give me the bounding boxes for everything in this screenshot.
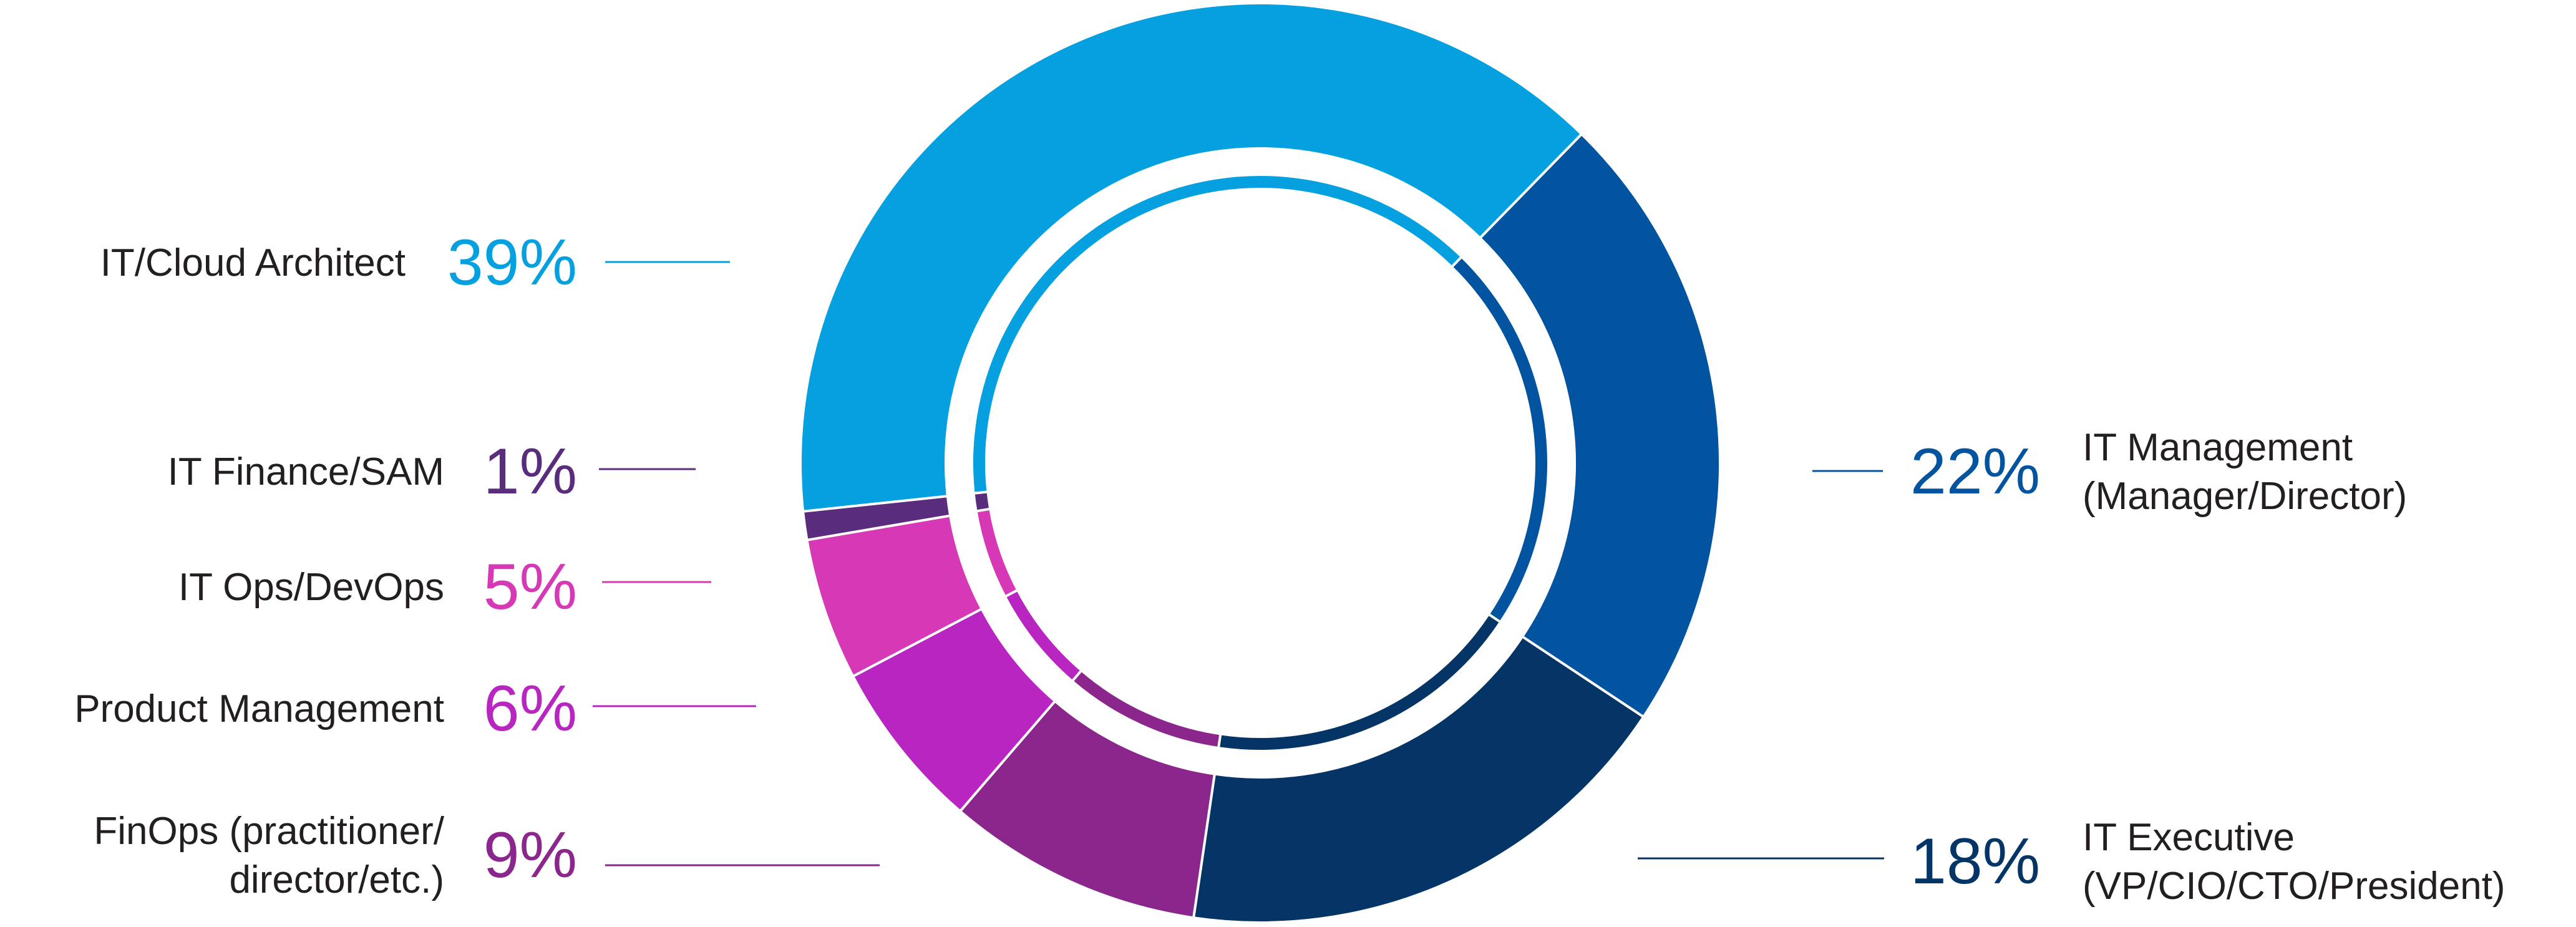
category-label-it-ops-devops: IT Ops/DevOps (178, 566, 444, 609)
category-label-it-executive-vp-cio-cto-president: IT Executive (2083, 816, 2295, 859)
outer-ring (799, 2, 1721, 924)
inner-slice-it-finance-sam (972, 490, 992, 513)
inner-slice-it-management-manager-director (1449, 255, 1550, 624)
percent-label-product-management: 6% (484, 672, 577, 745)
percent-label-it-finance-sam: 1% (484, 435, 577, 508)
category-label-it-cloud-architect: IT/Cloud Architect (100, 241, 406, 284)
percent-label-it-ops-devops: 5% (484, 551, 577, 623)
percent-label-it-executive-vp-cio-cto-president: 18% (1910, 825, 2040, 898)
slice-it-management-manager-director (1478, 132, 1721, 719)
percent-label-it-cloud-architect: 39% (447, 226, 577, 299)
inner-ring (971, 173, 1550, 752)
slice-labels: IT/Cloud Architect 39% IT Management (Manag… (74, 226, 2505, 908)
slice-it-executive-vp-cio-cto-president (1192, 634, 1646, 924)
category-label-finops-practitioner-director-etc: director/etc.) (229, 858, 444, 901)
percent-label-finops-practitioner-director-etc: 9% (484, 819, 577, 891)
slice-it-cloud-architect (799, 2, 1583, 513)
category-label-finops-practitioner-director-etc: FinOps (practitioner/ (94, 810, 444, 853)
inner-slice-it-ops-devops (975, 507, 1019, 599)
category-label-it-executive-vp-cio-cto-president: (VP/CIO/CTO/President) (2083, 865, 2506, 908)
category-label-it-management-manager-director: (Manager/Director) (2083, 475, 2407, 518)
percent-label-it-management-manager-director: 22% (1910, 435, 2040, 508)
inner-slice-it-cloud-architect (971, 173, 1464, 495)
leader-lines (593, 261, 1884, 866)
category-label-product-management: Product Management (74, 687, 444, 730)
category-label-it-finance-sam: IT Finance/SAM (168, 450, 444, 493)
category-label-it-management-manager-director: IT Management (2083, 426, 2353, 469)
